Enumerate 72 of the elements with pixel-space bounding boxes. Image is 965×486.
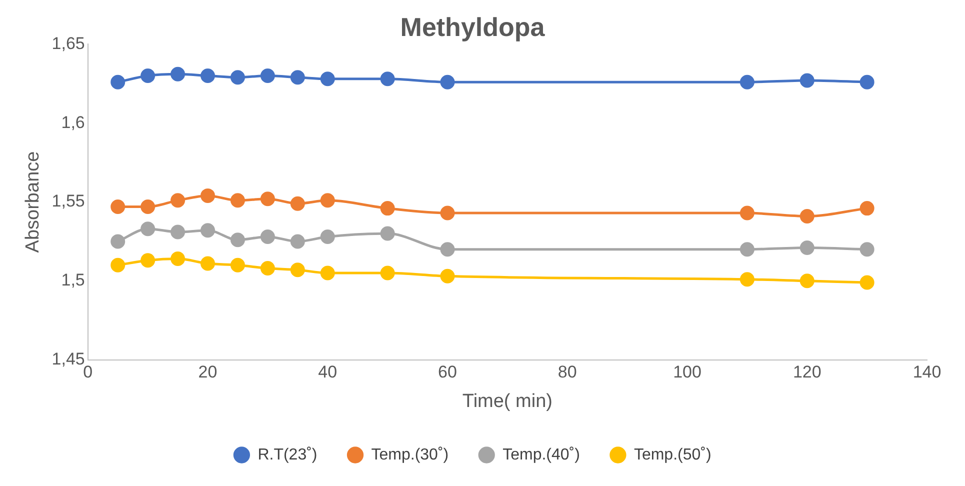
y-axis-title: Absorbance [22, 151, 44, 253]
point [740, 272, 754, 287]
point [260, 68, 275, 84]
point [230, 193, 245, 208]
legend-label: R.T(23˚) [258, 446, 318, 464]
point [110, 74, 126, 90]
point [320, 72, 335, 86]
point [740, 74, 754, 90]
point [290, 234, 305, 249]
point [290, 70, 305, 85]
point [800, 274, 814, 288]
x-tick-label: 40 [318, 362, 338, 382]
point [860, 74, 874, 90]
point [110, 234, 126, 249]
point [290, 262, 305, 278]
point [200, 223, 216, 238]
point [320, 229, 335, 244]
y-tick-label: 1,65 [52, 34, 85, 53]
y-tick-label: 1,55 [52, 192, 85, 211]
point [140, 222, 156, 236]
point [260, 192, 275, 206]
point [740, 242, 754, 257]
point [170, 66, 186, 82]
y-tick-label: 1,6 [61, 112, 85, 132]
point [230, 258, 245, 272]
point [260, 229, 275, 244]
point [170, 252, 186, 266]
point [170, 193, 186, 208]
x-axis-title: Time( min) [462, 390, 552, 412]
point [740, 206, 754, 220]
point [440, 206, 455, 220]
x-tick-label: 100 [673, 362, 702, 382]
y-tick-label: 1,5 [61, 270, 85, 290]
point [320, 266, 335, 280]
point [860, 242, 874, 257]
point [800, 208, 814, 224]
point [440, 74, 455, 90]
point [200, 68, 216, 84]
point [170, 224, 186, 240]
x-tick-label: 20 [198, 362, 218, 382]
point [110, 199, 126, 214]
chart-title: Methyldopa [400, 12, 546, 42]
point [380, 266, 395, 280]
legend-label: Temp.(50˚) [634, 446, 712, 464]
y-tick-label: 1,45 [52, 349, 85, 368]
point [860, 275, 874, 290]
x-tick-label: 60 [438, 362, 457, 382]
x-tick-label: 120 [792, 362, 822, 382]
point [200, 188, 216, 203]
point [110, 258, 126, 272]
point [380, 201, 395, 216]
point [140, 199, 156, 214]
point [320, 193, 335, 208]
point [440, 242, 455, 257]
point [140, 68, 156, 84]
point [290, 196, 305, 211]
point [380, 226, 395, 241]
x-tick-label: 0 [83, 362, 93, 382]
point [260, 261, 275, 276]
point [230, 70, 245, 85]
point [860, 201, 874, 216]
x-tick-label: 140 [912, 362, 942, 382]
point [140, 253, 156, 268]
legend-label: Temp.(40˚) [502, 446, 580, 464]
point [800, 73, 814, 88]
point [440, 268, 455, 284]
x-tick-label: 80 [558, 362, 577, 382]
point [200, 256, 216, 271]
point [800, 240, 814, 256]
point [230, 232, 245, 248]
point [380, 72, 395, 86]
legend-label: Temp.(30˚) [371, 446, 449, 464]
